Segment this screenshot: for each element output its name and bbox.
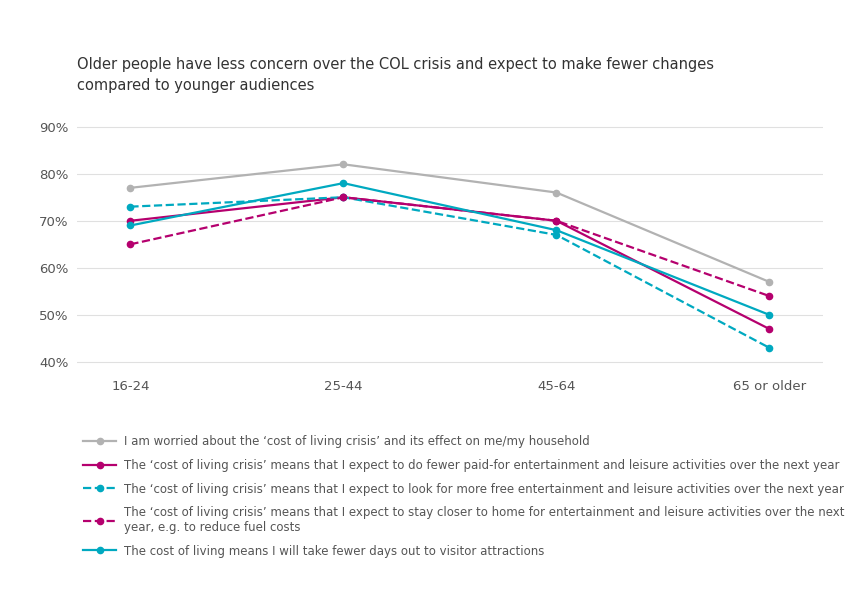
- Text: Older people have less concern over the COL crisis and expect to make fewer chan: Older people have less concern over the …: [77, 57, 714, 93]
- Legend: I am worried about the ‘cost of living crisis’ and its effect on me/my household: I am worried about the ‘cost of living c…: [83, 435, 845, 558]
